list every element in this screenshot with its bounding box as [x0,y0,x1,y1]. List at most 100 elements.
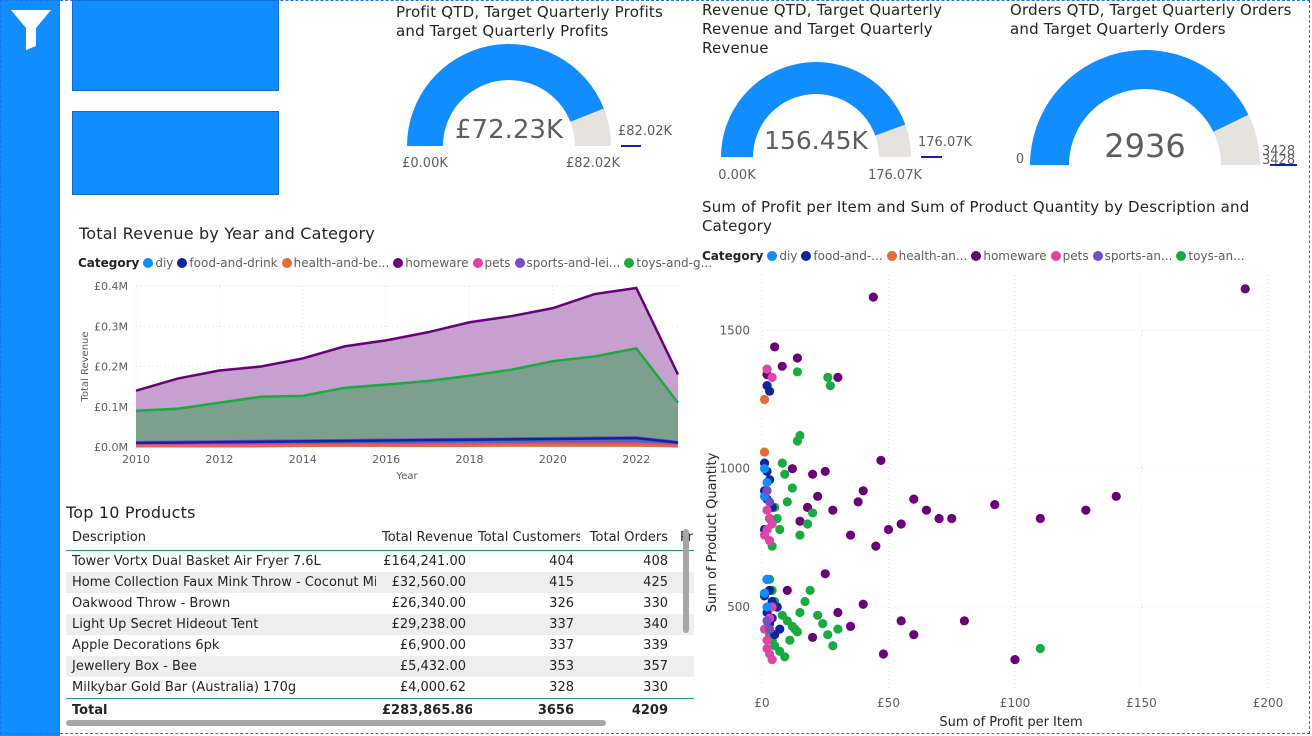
scatter-point-toys-and-games[interactable] [828,641,838,651]
scatter-point-pets[interactable] [762,505,772,515]
table-row[interactable]: Apple Decorations 6pk £6,900.00 337 339 [66,635,694,656]
scatter-point-toys-and-games[interactable] [767,585,777,596]
scatter-point-toys-and-games[interactable] [775,524,785,535]
legend-item-food-and-drink[interactable]: food-and-... [801,249,883,263]
scatter-point-food-and-drink[interactable] [767,596,777,607]
scatter-point-homeware[interactable] [858,486,868,496]
legend-item-pets[interactable]: pets [472,256,511,270]
scatter-point-diy[interactable] [759,464,770,474]
scatter-point-homeware[interactable] [762,370,772,380]
kpi-card-1[interactable] [72,0,279,91]
top-products-table[interactable]: Description Total Revenue Total Customers T… [66,524,694,724]
scatter-point-homeware[interactable] [820,466,830,477]
scatter-point-food-and-drink[interactable] [762,466,772,477]
scatter-point-food-and-drink[interactable] [759,486,770,496]
column-header[interactable]: Description [66,524,376,551]
scatter-point-homeware[interactable] [959,616,970,626]
table-row[interactable]: Tower Vortx Dual Basket Air Fryer 7.6L £1… [66,551,694,573]
scatter-point-pets[interactable] [762,524,772,535]
scatter-point-diy[interactable] [759,491,770,501]
scatter-point-pets[interactable] [759,530,770,540]
scatter-point-food-and-drink[interactable] [759,458,770,468]
scatter-point-toys-and-games[interactable] [823,630,833,640]
scatter-point-toys-and-games[interactable] [772,513,782,524]
scatter-point-homeware[interactable] [1240,284,1250,294]
scatter-point-sports-and-leisure[interactable] [762,616,772,626]
scatter-point-homeware[interactable] [782,585,792,596]
scatter-point-toys-and-games[interactable] [767,635,777,645]
filter-pane[interactable] [0,0,60,736]
table-row[interactable]: Jewellery Box - Bee £5,432.00 353 357 [66,656,694,677]
scatter-point-toys-and-games[interactable] [764,630,775,640]
scatter-point-homeware[interactable] [845,530,856,540]
scatter-point-food-and-drink[interactable] [759,524,770,535]
scatter-point-food-and-drink[interactable] [764,386,775,396]
scatter-point-toys-and-games[interactable] [780,469,790,479]
scatter-point-homeware[interactable] [878,649,889,659]
scatter-point-homeware[interactable] [777,361,787,371]
legend-item-sports-and-leisure[interactable]: sports-and-lei... [514,256,620,270]
scatter-point-toys-and-games[interactable] [823,372,833,382]
scatter-point-food-and-drink[interactable] [762,494,772,504]
scatter-point-homeware[interactable] [909,630,919,640]
legend-item-homeware[interactable]: homeware [971,249,1047,263]
scatter-point-toys-and-games[interactable] [800,596,810,607]
scatter-point-toys-and-games[interactable] [764,574,775,584]
scatter-point-homeware[interactable] [833,372,843,382]
scatter-point-homeware[interactable] [853,497,863,507]
scatter-point-homeware[interactable] [1111,491,1121,501]
scatter-point-pets[interactable] [762,364,772,374]
legend-item-food-and-drink[interactable]: food-and-drink [177,256,278,270]
scatter-point-toys-and-games[interactable] [770,641,780,651]
legend-item-homeware[interactable]: homeware [393,256,469,270]
scatter-point-food-and-drink[interactable] [762,381,772,391]
filter-icon[interactable] [8,6,54,52]
scatter-point-homeware[interactable] [896,616,906,626]
gauge-revenue[interactable]: 156.45K 0.00K 176.07K 176.07K [718,61,972,183]
column-header[interactable]: Total Orders [580,524,674,551]
scatter-point-homeware[interactable] [871,541,881,551]
table-row[interactable]: Milkybar Gold Bar (Australia) 170g £4,000… [66,677,694,699]
legend-item-diy[interactable]: diy [143,256,173,270]
legend-item-pets[interactable]: pets [1050,249,1089,263]
scatter-point-toys-and-games[interactable] [808,508,818,518]
legend-item-health-and-beauty[interactable]: health-an... [886,249,967,263]
legend-item-diy[interactable]: diy [767,249,797,263]
scatter-point-homeware[interactable] [1035,513,1045,524]
scatter-point-food-and-drink[interactable] [767,613,777,623]
scatter-point-pets[interactable] [764,513,775,524]
scatter-point-homeware[interactable] [828,505,838,515]
scatter-point-diy[interactable] [762,477,772,488]
scatter-point-food-and-drink[interactable] [764,475,775,485]
scatter-point-food-and-drink[interactable] [767,502,777,512]
legend-item-health-and-beauty[interactable]: health-and-be... [281,256,389,270]
scatter-point-toys-and-games[interactable] [780,652,790,662]
scatter-point-homeware[interactable] [934,513,944,524]
scatter-point-homeware[interactable] [896,519,906,529]
scatter-point-homeware[interactable] [792,353,803,363]
scatter-point-homeware[interactable] [876,455,886,465]
scatter-point-toys-and-games[interactable] [770,502,780,512]
scatter-point-health-and-beauty[interactable] [759,394,770,405]
scatter-point-homeware[interactable] [858,599,868,609]
scatter-point-toys-and-games[interactable] [792,436,803,446]
scatter-point-pets[interactable] [764,649,775,659]
scatter-point-homeware[interactable] [795,516,805,526]
scatter-point-toys-and-games[interactable] [770,596,780,607]
scatter-point-toys-and-games[interactable] [790,624,800,634]
scatter-point-food-and-drink[interactable] [772,602,782,612]
scatter-point-homeware[interactable] [1081,505,1091,515]
scatter-point-health-and-beauty[interactable] [759,447,770,457]
scatter-point-pets[interactable] [764,536,775,546]
scatter-point-food-and-drink[interactable] [770,630,780,640]
scatter-point-sports-and-leisure[interactable] [764,624,775,634]
scatter-point-toys-and-games[interactable] [787,621,797,631]
scatter-point-homeware[interactable] [845,621,856,631]
scatter-point-pets[interactable] [767,602,777,612]
scatter-point-pets[interactable] [759,624,770,634]
table-row[interactable]: Light Up Secret Hideout Tent £29,238.00 33… [66,614,694,635]
column-header[interactable]: Total Customers [472,524,580,551]
scatter-point-homeware[interactable] [833,607,843,618]
scatter-point-food-and-drink[interactable] [764,619,775,629]
